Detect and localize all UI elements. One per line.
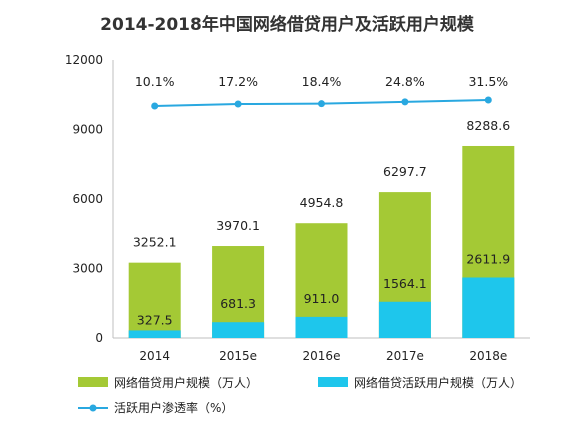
total-value-label: 4954.8 bbox=[300, 195, 344, 210]
bar-active bbox=[295, 316, 348, 338]
active-value-label: 1564.1 bbox=[383, 276, 427, 291]
bar-active bbox=[212, 322, 265, 338]
legend-swatch-rate-point bbox=[89, 404, 97, 412]
chart-title: 2014-2018年中国网络借贷用户及活跃用户规模 bbox=[100, 14, 475, 35]
rate-point bbox=[318, 100, 325, 108]
chart-axes: 0 3000 6000 9000 12000 2014 2015e 2016e 2017e 201… bbox=[65, 53, 530, 363]
y-tick-label: 12000 bbox=[65, 53, 103, 67]
chart-bars bbox=[128, 145, 515, 338]
rate-value-label: 17.2% bbox=[218, 74, 258, 89]
rate-value-label: 18.4% bbox=[302, 74, 342, 89]
x-tick-label: 2017e bbox=[386, 349, 424, 363]
x-tick-label: 2015e bbox=[219, 349, 257, 363]
active-value-label: 681.3 bbox=[220, 296, 256, 311]
bar-active bbox=[462, 277, 515, 338]
legend-label-active: 网络借贷活跃用户规模（万人） bbox=[354, 375, 522, 390]
rate-value-label: 10.1% bbox=[135, 74, 175, 89]
y-tick-label: 6000 bbox=[72, 192, 103, 206]
active-value-label: 327.5 bbox=[137, 312, 173, 327]
rate-value-label: 31.5% bbox=[468, 74, 508, 89]
total-value-label: 6297.7 bbox=[383, 164, 427, 179]
x-tick-label: 2016e bbox=[303, 349, 341, 363]
rate-point bbox=[234, 100, 242, 108]
active-value-label: 911.0 bbox=[304, 291, 340, 306]
chart-labels: 3252.1 3970.1 4954.8 6297.7 8288.6 327.5 681.3… bbox=[133, 74, 510, 327]
bar-active bbox=[378, 301, 431, 338]
bar-total bbox=[128, 262, 181, 338]
legend-swatch-active bbox=[318, 377, 348, 387]
y-tick-label: 3000 bbox=[72, 262, 103, 276]
legend-label-rate: 活跃用户渗透率（%） bbox=[114, 400, 233, 415]
x-tick-label: 2018e bbox=[469, 349, 507, 363]
legend-label-total: 网络借贷用户规模（万人） bbox=[114, 375, 258, 390]
rate-value-label: 24.8% bbox=[385, 74, 425, 89]
legend-swatch-total bbox=[78, 377, 108, 387]
y-tick-label: 0 bbox=[95, 331, 103, 345]
rate-point bbox=[484, 96, 492, 104]
y-tick-label: 9000 bbox=[72, 123, 103, 137]
rate-point bbox=[401, 98, 409, 106]
rate-point bbox=[151, 102, 159, 110]
chart-legend: 网络借贷用户规模（万人） 网络借贷活跃用户规模（万人） 活跃用户渗透率（%） bbox=[78, 375, 522, 415]
total-value-label: 3970.1 bbox=[216, 218, 260, 233]
bar-active bbox=[128, 330, 181, 338]
total-value-label: 3252.1 bbox=[133, 235, 177, 250]
active-value-label: 2611.9 bbox=[466, 251, 510, 266]
rate-line bbox=[151, 96, 492, 110]
total-value-label: 8288.6 bbox=[466, 118, 510, 133]
x-tick-label: 2014 bbox=[139, 349, 170, 363]
